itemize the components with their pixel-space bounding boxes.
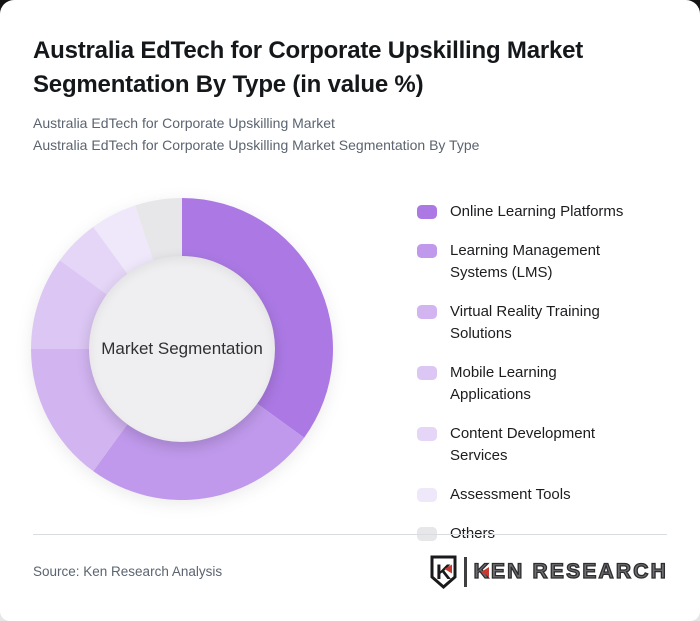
donut-slice-4 — [59, 226, 128, 295]
legend-swatch-icon — [417, 243, 437, 258]
legend-swatch-icon — [417, 304, 437, 319]
legend-swatch-icon — [417, 426, 437, 441]
ken-research-shield-icon: K — [430, 555, 457, 589]
title-line-1: Australia EdTech for Corporate Upskillin… — [33, 37, 584, 64]
shield-outline — [430, 555, 457, 589]
subtitle-line-1: Australia EdTech for Corporate Upskillin… — [33, 115, 335, 131]
donut-slice-0 — [182, 198, 334, 438]
legend-label: Virtual Reality Training Solutions — [450, 303, 600, 342]
donut-slice-3 — [31, 260, 108, 349]
legend-item: Virtual Reality Training Solutions — [417, 301, 639, 345]
shield-red-triangle-icon — [444, 564, 452, 574]
legend-item: Online Learning Platforms — [417, 201, 639, 223]
donut-svg — [31, 198, 334, 501]
legend-swatch-icon — [417, 204, 437, 219]
legend-swatch-icon — [417, 365, 437, 380]
ken-research-wordmark: KEN RESEARCH — [473, 559, 668, 584]
legend-swatch-icon — [417, 487, 437, 502]
legend-label: Mobile Learning Applications — [450, 364, 557, 403]
donut-slice-5 — [93, 205, 154, 275]
legend-label: Assessment Tools — [450, 486, 571, 503]
donut-center-label: Market Segmentation — [101, 339, 263, 358]
legend-swatch-icon — [417, 526, 437, 541]
legend-item: Content Development Services — [417, 423, 639, 467]
donut-chart: Market Segmentation — [30, 197, 334, 501]
legend-item: Others — [417, 523, 639, 545]
wordmark-text: KEN RESEARCH — [473, 559, 668, 583]
logo-k-red-triangle-icon — [481, 567, 490, 577]
legend-label: Online Learning Platforms — [450, 203, 624, 220]
legend: Online Learning Platforms Learning Manage… — [417, 201, 639, 545]
source-text: Source: Ken Research Analysis — [33, 564, 223, 579]
subtitle-line-2: Australia EdTech for Corporate Upskillin… — [33, 136, 480, 153]
logo-separator-bar — [463, 557, 467, 587]
page-title: Australia EdTech for Corporate Upskillin… — [33, 34, 663, 102]
legend-label: Others — [450, 525, 496, 542]
subtitle-block: Australia EdTech for Corporate Upskillin… — [33, 113, 479, 156]
legend-label: Content Development Services — [450, 425, 596, 464]
title-line-2: Segmentation By Type (in value %) — [33, 71, 424, 98]
legend-label: Learning Management Systems (LMS) — [450, 242, 601, 281]
donut-slice-1 — [93, 403, 305, 501]
donut-slice-2 — [31, 349, 128, 472]
legend-item: Learning Management Systems (LMS) — [417, 240, 639, 284]
legend-item: Assessment Tools — [417, 484, 639, 506]
shield-monogram: K — [436, 561, 451, 584]
donut-slice-6 — [135, 198, 182, 262]
donut-center: Market Segmentation — [89, 256, 275, 442]
ken-research-logo: K KEN RESEARCH — [430, 553, 668, 591]
footer-divider — [33, 534, 667, 535]
legend-item: Mobile Learning Applications — [417, 362, 639, 406]
